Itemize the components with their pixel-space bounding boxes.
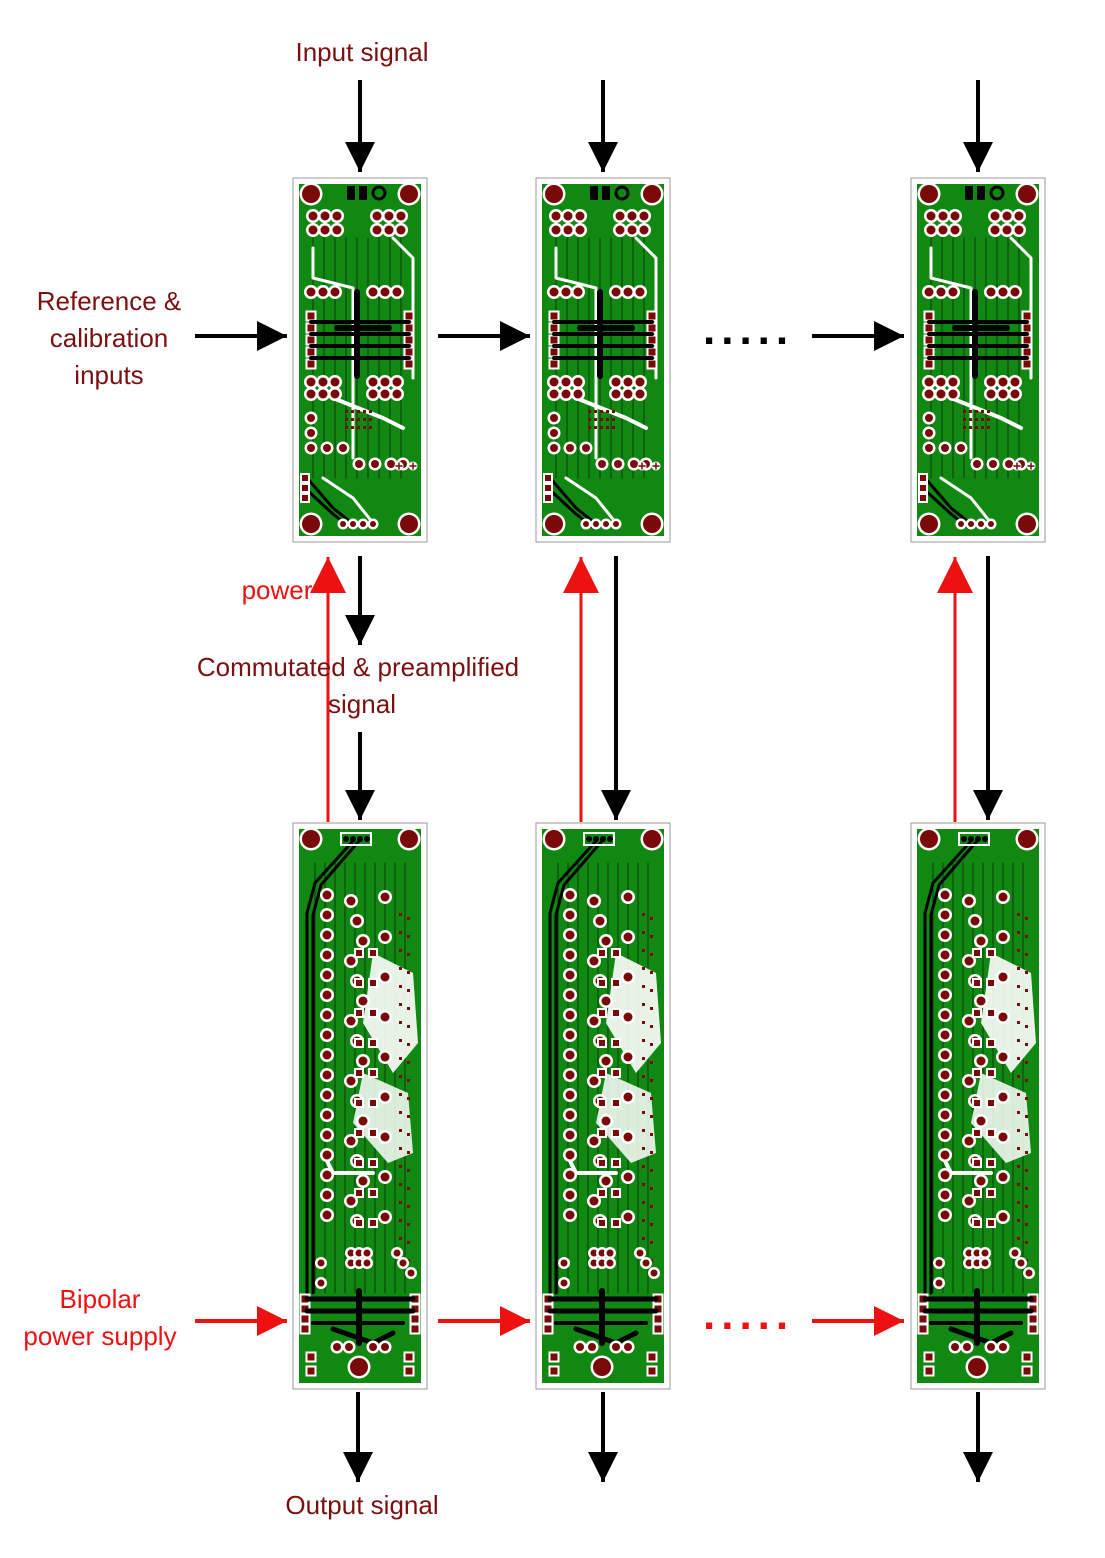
amplifier-board-3: [910, 822, 1046, 1390]
preamp-board-2: [535, 177, 671, 543]
reference-label-line-2: calibration: [50, 323, 169, 353]
commutated-label-line-1: Commutated & preamplified: [197, 652, 519, 682]
bipolar-label-line-2: power supply: [23, 1321, 176, 1351]
preamp-board-3: [910, 177, 1046, 543]
amplifier-board-2: [535, 822, 671, 1390]
input-signal-arrows: [345, 80, 993, 172]
preamp-board-1: [292, 177, 428, 543]
bipolar-label-line-1: Bipolar: [60, 1284, 141, 1314]
power-arrows: [310, 557, 973, 822]
ellipsis-bottom: .....: [703, 1290, 794, 1339]
commutated-signal-arrows: [345, 556, 1003, 820]
input-signal-label: Input signal: [296, 37, 429, 67]
commutated-label-line-2: signal: [328, 689, 396, 719]
reference-label-line-1: Reference &: [37, 286, 182, 316]
ellipsis-top: .....: [703, 305, 794, 354]
output-signal-label: Output signal: [285, 1490, 438, 1520]
amplifier-board-1: [292, 822, 428, 1390]
power-label: power: [242, 575, 313, 605]
reference-label-line-3: inputs: [74, 360, 143, 390]
output-signal-arrows: [343, 1392, 993, 1482]
